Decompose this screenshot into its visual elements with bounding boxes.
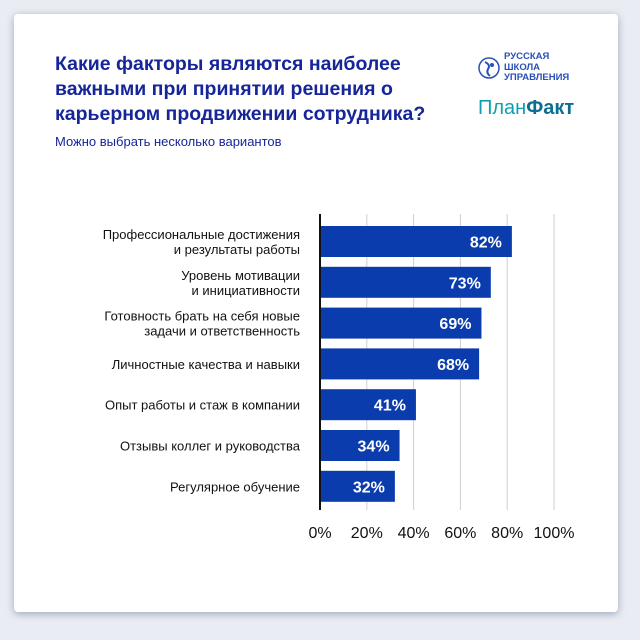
- category-label: и инициативности: [192, 283, 300, 298]
- planfact-logo-part: Факт: [526, 97, 575, 119]
- category-label: Опыт работы и стаж в компании: [105, 398, 300, 413]
- bar-value-label: 68%: [437, 357, 469, 374]
- bar: [320, 348, 480, 380]
- bar-value-label: 32%: [353, 479, 385, 496]
- bar-value-label: 69%: [439, 316, 471, 333]
- category-label: Регулярное обучение: [170, 479, 300, 494]
- bar: [320, 430, 400, 461]
- bar-value-label: 73%: [449, 275, 481, 292]
- category-label: Готовность брать на себя новые: [104, 309, 300, 324]
- globe-icon: [478, 57, 500, 79]
- bar: [320, 389, 416, 421]
- category-label: Личностные качества и навыки: [112, 357, 300, 372]
- chart-title: Какие факторы являются наиболее важными …: [55, 53, 426, 125]
- bar: [320, 226, 512, 257]
- rsu-logo-line: УПРАВЛЕНИЯ: [504, 72, 570, 83]
- bar-value-label: 34%: [358, 439, 390, 456]
- card: [14, 14, 618, 612]
- bar: [320, 470, 395, 502]
- category-label: Профессиональные достижения: [103, 227, 300, 242]
- rsu-logo-line: РУССКАЯ: [504, 51, 550, 62]
- x-tick-label: 80%: [491, 525, 523, 542]
- x-tick-label: 100%: [534, 525, 575, 542]
- bar-value-label: 82%: [470, 235, 502, 252]
- category-label: задачи и ответственность: [144, 324, 300, 339]
- rsu-logo: РУССКАЯ ШКОЛА УПРАВЛЕНИЯ: [478, 51, 570, 84]
- x-tick-label: 20%: [351, 525, 383, 542]
- planfact-logo: ПланФакт: [478, 97, 574, 120]
- chart-subtitle: Можно выбрать несколько вариантов: [55, 134, 282, 149]
- x-tick-label: 60%: [444, 525, 476, 542]
- x-tick-label: 40%: [398, 525, 430, 542]
- bar-value-label: 41%: [374, 398, 406, 415]
- category-label: Уровень мотивации: [181, 268, 300, 283]
- category-label: и результаты работы: [174, 242, 300, 257]
- bar: [320, 307, 482, 339]
- rsu-logo-line: ШКОЛА: [504, 61, 541, 73]
- planfact-logo-part: План: [478, 97, 527, 119]
- category-label: Отзывы коллег и руководства: [120, 439, 301, 454]
- x-tick-label: 0%: [308, 525, 331, 542]
- bar: [320, 266, 491, 298]
